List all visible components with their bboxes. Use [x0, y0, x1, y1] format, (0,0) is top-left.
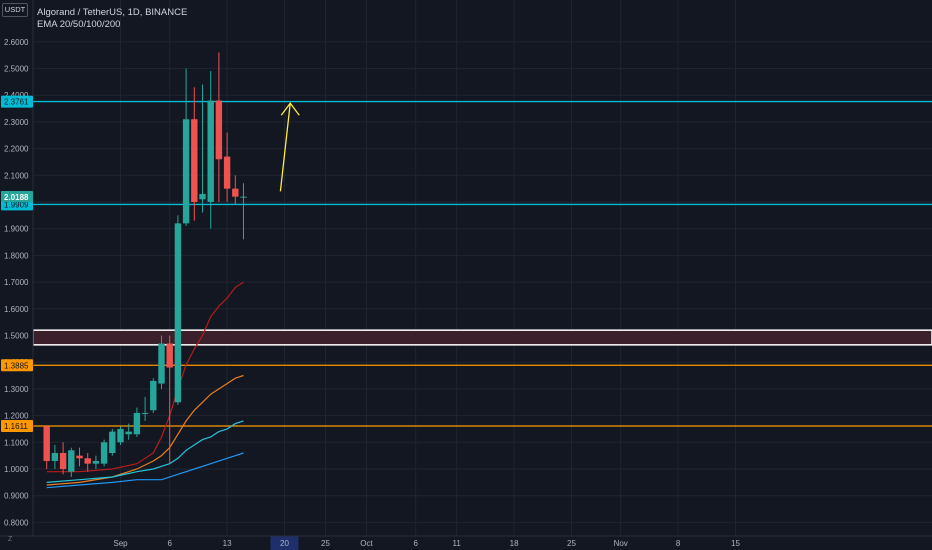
annotation-arrow — [279, 103, 291, 192]
candle-body-13 — [150, 380, 157, 411]
candle-body-15 — [166, 343, 173, 368]
candle-body-14 — [158, 343, 165, 384]
bottom-left-label: Z — [8, 536, 13, 543]
ema-line-3 — [46, 420, 244, 483]
y-tick-label-8: 1.8000 — [4, 251, 29, 260]
x-tick-label-6: 6 — [413, 539, 418, 548]
y-tick-label-13: 1.3000 — [4, 385, 29, 394]
candle-body-3 — [68, 450, 75, 472]
y-tick-label-17: 0.9000 — [4, 492, 29, 501]
candle-body-4 — [76, 455, 83, 459]
candle-body-9 — [117, 428, 124, 443]
ema-line-4 — [46, 452, 244, 489]
y-tick-label-11: 1.5000 — [4, 332, 29, 341]
x-tick-label-0: Sep — [113, 539, 128, 548]
level-label-2: 1.3885 — [4, 361, 29, 370]
x-tick-label-1: 6 — [167, 539, 172, 548]
y-tick-label-5: 2.1000 — [4, 171, 29, 180]
level-label-0: 2.3761 — [4, 98, 29, 107]
y-tick-label-18: 0.8000 — [4, 518, 29, 527]
candle-body-21 — [215, 100, 223, 160]
level-badge-0 — [1, 95, 33, 108]
x-tick-label-9: 25 — [567, 539, 576, 548]
candle-body-12 — [141, 412, 149, 414]
indicator-label[interactable]: EMA 20/50/100/200 — [37, 19, 121, 30]
symbol-title: Algorand / TetherUS, 1D, BINANCE — [37, 7, 188, 18]
candle-body-17 — [182, 119, 190, 224]
candle-body-7 — [100, 442, 108, 464]
candle-body-23 — [232, 188, 239, 197]
x-tick-label-10: Nov — [614, 539, 628, 548]
level-badge-3 — [1, 419, 33, 432]
y-tick-label-9: 1.7000 — [4, 278, 29, 287]
annotation-arrowhead — [280, 102, 300, 116]
candle-body-5 — [84, 458, 91, 464]
candle-body-2 — [59, 452, 67, 469]
level-badge-2 — [1, 359, 33, 372]
x-tick-label-12: 15 — [731, 539, 740, 548]
x-tick-label-7: 11 — [453, 539, 462, 548]
x-tick-label-4: 25 — [321, 539, 330, 548]
last-price-badge — [1, 190, 33, 202]
candle-body-16 — [174, 223, 182, 403]
ema-line-2 — [46, 374, 244, 486]
candle-body-20 — [207, 100, 214, 202]
y-tick-label-10: 1.6000 — [4, 305, 29, 314]
currency-badge[interactable]: USDT — [2, 3, 28, 17]
resistance-zone — [32, 329, 932, 346]
candle-body-8 — [109, 431, 116, 453]
candle-body-11 — [133, 412, 141, 435]
candle-body-19 — [199, 193, 206, 200]
x-tick-label-5: Oct — [360, 539, 373, 548]
y-tick-label-15: 1.1000 — [4, 438, 29, 447]
y-tick-label-16: 1.0000 — [4, 465, 29, 474]
last-price-label: 2.0188 — [4, 193, 29, 202]
y-tick-label-0: 2.6000 — [4, 38, 29, 47]
x-tick-label-11: 8 — [676, 539, 681, 548]
x-tick-label-8: 18 — [510, 539, 519, 548]
candle-body-6 — [92, 460, 100, 464]
y-tick-label-3: 2.3000 — [4, 118, 29, 127]
ema-line-1 — [46, 281, 244, 473]
price-axis-bg — [0, 0, 33, 550]
y-tick-label-14: 1.2000 — [4, 412, 29, 421]
candle-body-1 — [51, 452, 59, 461]
candle-body-0 — [43, 426, 50, 461]
level-label-1: 1.9909 — [4, 200, 29, 209]
candle-body-18 — [191, 119, 198, 202]
y-tick-label-7: 1.9000 — [4, 225, 29, 234]
candle-body-22 — [223, 156, 231, 189]
level-label-3: 1.1611 — [4, 422, 28, 431]
time-highlight — [270, 536, 299, 550]
y-tick-label-4: 2.2000 — [4, 145, 29, 154]
candle-body-10 — [125, 431, 132, 435]
x-tick-label-3: 20 — [280, 539, 289, 548]
candle-body-24 — [240, 196, 247, 198]
x-tick-label-2: 13 — [223, 539, 232, 548]
y-tick-label-1: 2.5000 — [4, 65, 29, 74]
